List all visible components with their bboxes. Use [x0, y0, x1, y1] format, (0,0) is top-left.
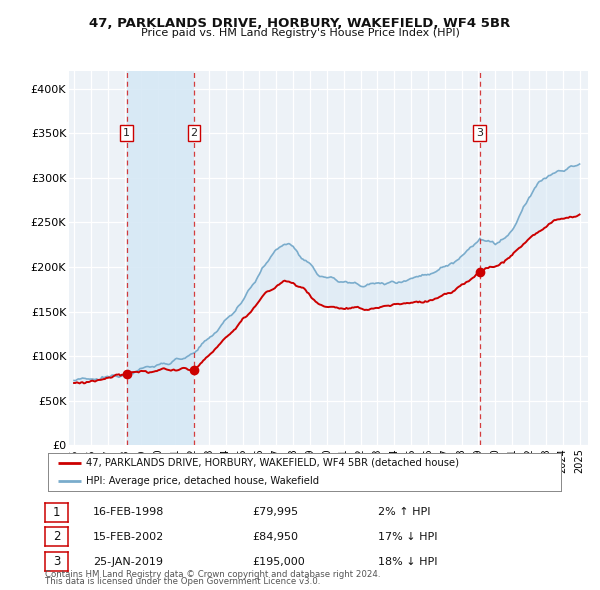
- Bar: [127, 71, 194, 445]
- Text: 17% ↓ HPI: 17% ↓ HPI: [378, 532, 437, 542]
- Text: 47, PARKLANDS DRIVE, HORBURY, WAKEFIELD, WF4 5BR (detached house): 47, PARKLANDS DRIVE, HORBURY, WAKEFIELD,…: [86, 458, 460, 468]
- Text: This data is licensed under the Open Government Licence v3.0.: This data is licensed under the Open Gov…: [45, 578, 320, 586]
- Text: £84,950: £84,950: [252, 532, 298, 542]
- Text: 1: 1: [123, 128, 130, 138]
- Text: 3: 3: [53, 555, 60, 568]
- Text: 16-FEB-1998: 16-FEB-1998: [93, 507, 164, 517]
- Text: 25-JAN-2019: 25-JAN-2019: [93, 557, 163, 566]
- Text: 2: 2: [190, 128, 197, 138]
- Text: 47, PARKLANDS DRIVE, HORBURY, WAKEFIELD, WF4 5BR: 47, PARKLANDS DRIVE, HORBURY, WAKEFIELD,…: [89, 17, 511, 30]
- Text: 3: 3: [476, 128, 483, 138]
- Text: 1: 1: [53, 506, 60, 519]
- Text: Price paid vs. HM Land Registry's House Price Index (HPI): Price paid vs. HM Land Registry's House …: [140, 28, 460, 38]
- Text: Contains HM Land Registry data © Crown copyright and database right 2024.: Contains HM Land Registry data © Crown c…: [45, 571, 380, 579]
- Text: 2: 2: [53, 530, 60, 543]
- Text: £79,995: £79,995: [252, 507, 298, 517]
- Text: 2% ↑ HPI: 2% ↑ HPI: [378, 507, 431, 517]
- Text: HPI: Average price, detached house, Wakefield: HPI: Average price, detached house, Wake…: [86, 476, 320, 486]
- Text: £195,000: £195,000: [252, 557, 305, 566]
- Text: 18% ↓ HPI: 18% ↓ HPI: [378, 557, 437, 566]
- Text: 15-FEB-2002: 15-FEB-2002: [93, 532, 164, 542]
